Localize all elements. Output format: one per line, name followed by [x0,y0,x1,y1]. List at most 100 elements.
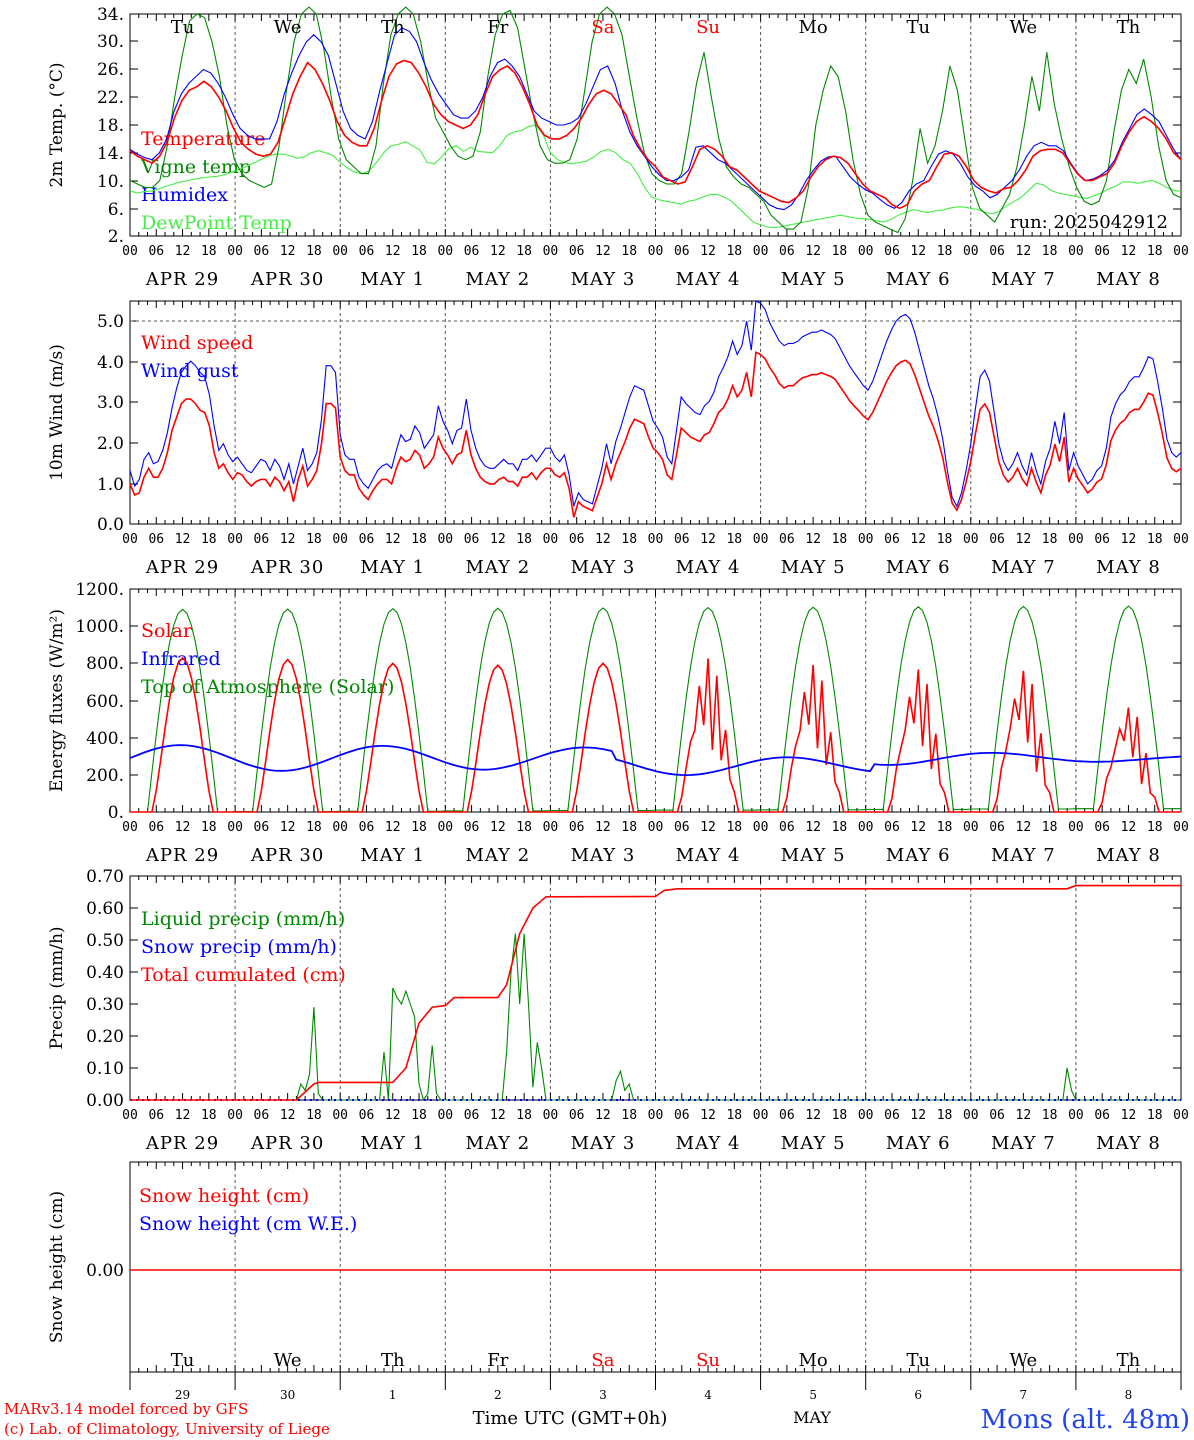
y-tick-label: 0. [108,803,124,823]
hour-tick-label: 00 [122,532,138,547]
series-line-total-cumulated [130,884,1181,1101]
hour-tick-label: 12 [1121,1108,1137,1123]
hour-tick-label: 00 [437,1108,453,1123]
hour-tick-label: 18 [411,532,427,547]
weekday-label: Mo [799,17,828,38]
legend-entry: Snow height (cm W.E.) [139,1213,357,1235]
hour-tick-label: 12 [280,532,296,547]
hour-tick-label: 18 [516,1108,532,1123]
hour-tick-label: 06 [148,820,164,835]
date-label: MAY 8 [1096,269,1161,290]
y-tick-label: 4.0 [97,353,124,373]
hour-tick-label: 18 [621,1108,637,1123]
hour-tick-label: 12 [1016,1108,1032,1123]
plot-frame [129,300,1182,525]
hour-tick-label: 06 [989,1108,1005,1123]
series-line-vigne-temp [129,6,1182,234]
hour-tick-label: 18 [411,1108,427,1123]
y-tick-label: 0.60 [86,899,124,919]
credit-line-1: MARv3.14 model forced by GFS [4,1400,248,1418]
hour-tick-label: 18 [832,1108,848,1123]
series-line-toa-solar [130,605,1181,813]
hour-tick-label: 18 [832,820,848,835]
hour-tick-label: 18 [832,244,848,259]
y-axis-label: Precip (mm/h) [47,926,67,1049]
hour-tick-label: 00 [227,820,243,835]
hour-tick-label: 06 [1094,1108,1110,1123]
hour-tick-label: 06 [359,244,375,259]
date-label: MAY 4 [676,269,741,290]
hour-tick-label: 18 [726,244,742,259]
y-tick-label: 200. [86,766,124,786]
date-label: APR 30 [250,845,324,866]
hour-tick-label: 00 [1068,244,1084,259]
y-tick-label: 0.70 [86,867,124,887]
hour-tick-label: 18 [937,1108,953,1123]
day-number-label: 1 [389,1388,397,1402]
hour-tick-label: 12 [1016,244,1032,259]
hour-tick-label: 06 [779,532,795,547]
hour-tick-label: 18 [621,820,637,835]
hour-tick-label: 06 [674,820,690,835]
hour-tick-label: 00 [648,820,664,835]
weekday-label: Tu [906,17,930,38]
hour-tick-label: 00 [858,820,874,835]
y-tick-label: 0.00 [86,1261,124,1281]
y-tick-label: 26. [97,60,124,80]
day-number-label: 6 [914,1388,922,1402]
hour-tick-label: 06 [359,820,375,835]
hour-tick-label: 00 [122,1108,138,1123]
series-line-temperature [129,59,1182,210]
hour-tick-label: 00 [753,532,769,547]
date-label: MAY 1 [360,845,425,866]
hour-tick-label: 12 [175,532,191,547]
hour-tick-label: 00 [963,532,979,547]
date-label: MAY 4 [676,845,741,866]
date-label: MAY 2 [465,557,530,578]
date-label: MAY 7 [991,845,1056,866]
day-number-label: 29 [175,1388,190,1402]
station-label: Mons (alt. 48m) [981,1405,1190,1435]
hour-tick-label: 00 [1173,820,1189,835]
legend-entry: Humidex [141,184,228,206]
y-tick-label: 0.00 [86,1091,124,1111]
hour-tick-label: 18 [201,1108,217,1123]
hour-tick-label: 06 [779,244,795,259]
legend-entry: Vigne temp [140,156,251,178]
y-tick-label: 18. [97,116,124,136]
hour-tick-label: 06 [569,1108,585,1123]
hour-tick-label: 18 [306,244,322,259]
x-axis-label: Time UTC (GMT+0h) [473,1408,668,1429]
hour-tick-label: 00 [122,244,138,259]
hour-tick-label: 00 [963,244,979,259]
hour-tick-label: 00 [332,820,348,835]
hour-tick-label: 12 [385,820,401,835]
hour-tick-label: 00 [1173,244,1189,259]
hour-tick-label: 00 [332,1108,348,1123]
hour-tick-label: 06 [989,532,1005,547]
date-label: MAY 5 [781,1133,846,1154]
hour-tick-label: 06 [989,244,1005,259]
hour-tick-label: 06 [464,532,480,547]
hour-tick-label: 18 [937,820,953,835]
hour-tick-label: 18 [516,244,532,259]
hour-tick-label: 18 [411,244,427,259]
hour-tick-label: 12 [910,1108,926,1123]
hour-tick-label: 06 [884,244,900,259]
legend-entry: Temperature [141,128,265,150]
hour-tick-label: 12 [595,532,611,547]
series-line-wind-speed [129,351,1182,518]
hour-tick-label: 12 [1121,244,1137,259]
hour-tick-label: 12 [595,820,611,835]
date-label: MAY 6 [886,1133,951,1154]
weekday-label: Fr [487,17,508,38]
y-tick-label: 0.40 [86,963,124,983]
run-label: run: 2025042912 [1010,212,1168,233]
hour-tick-label: 18 [937,244,953,259]
hour-tick-label: 18 [726,820,742,835]
date-label: MAY 6 [886,557,951,578]
date-label: MAY 7 [991,269,1056,290]
hour-tick-label: 12 [1016,820,1032,835]
legend-entry: Snow precip (mm/h) [141,936,337,958]
hour-tick-label: 06 [464,244,480,259]
